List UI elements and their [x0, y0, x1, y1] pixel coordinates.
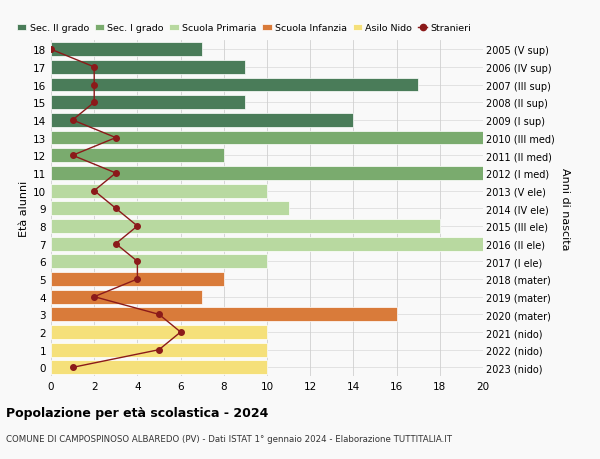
Text: COMUNE DI CAMPOSPINOSO ALBAREDO (PV) - Dati ISTAT 1° gennaio 2024 - Elaborazione: COMUNE DI CAMPOSPINOSO ALBAREDO (PV) - D… [6, 434, 452, 443]
Bar [51, 202, 289, 216]
Bar [51, 273, 224, 286]
Text: Popolazione per età scolastica - 2024: Popolazione per età scolastica - 2024 [6, 406, 268, 419]
Y-axis label: Anni di nascita: Anni di nascita [560, 168, 570, 250]
Bar [51, 361, 267, 375]
Legend: Sec. II grado, Sec. I grado, Scuola Primaria, Scuola Infanzia, Asilo Nido, Stran: Sec. II grado, Sec. I grado, Scuola Prim… [17, 24, 472, 33]
Bar [51, 343, 267, 357]
Bar [51, 167, 483, 180]
Bar [51, 149, 224, 163]
Bar [51, 237, 483, 251]
Bar [51, 96, 245, 110]
Y-axis label: Età alunni: Età alunni [19, 181, 29, 237]
Bar [51, 114, 353, 128]
Bar [51, 78, 418, 92]
Bar [51, 185, 267, 198]
Bar [51, 325, 267, 339]
Bar [51, 43, 202, 57]
Bar [51, 290, 202, 304]
Bar [51, 131, 483, 145]
Bar [51, 308, 397, 322]
Bar [51, 255, 267, 269]
Bar [51, 219, 440, 233]
Bar [51, 61, 245, 75]
